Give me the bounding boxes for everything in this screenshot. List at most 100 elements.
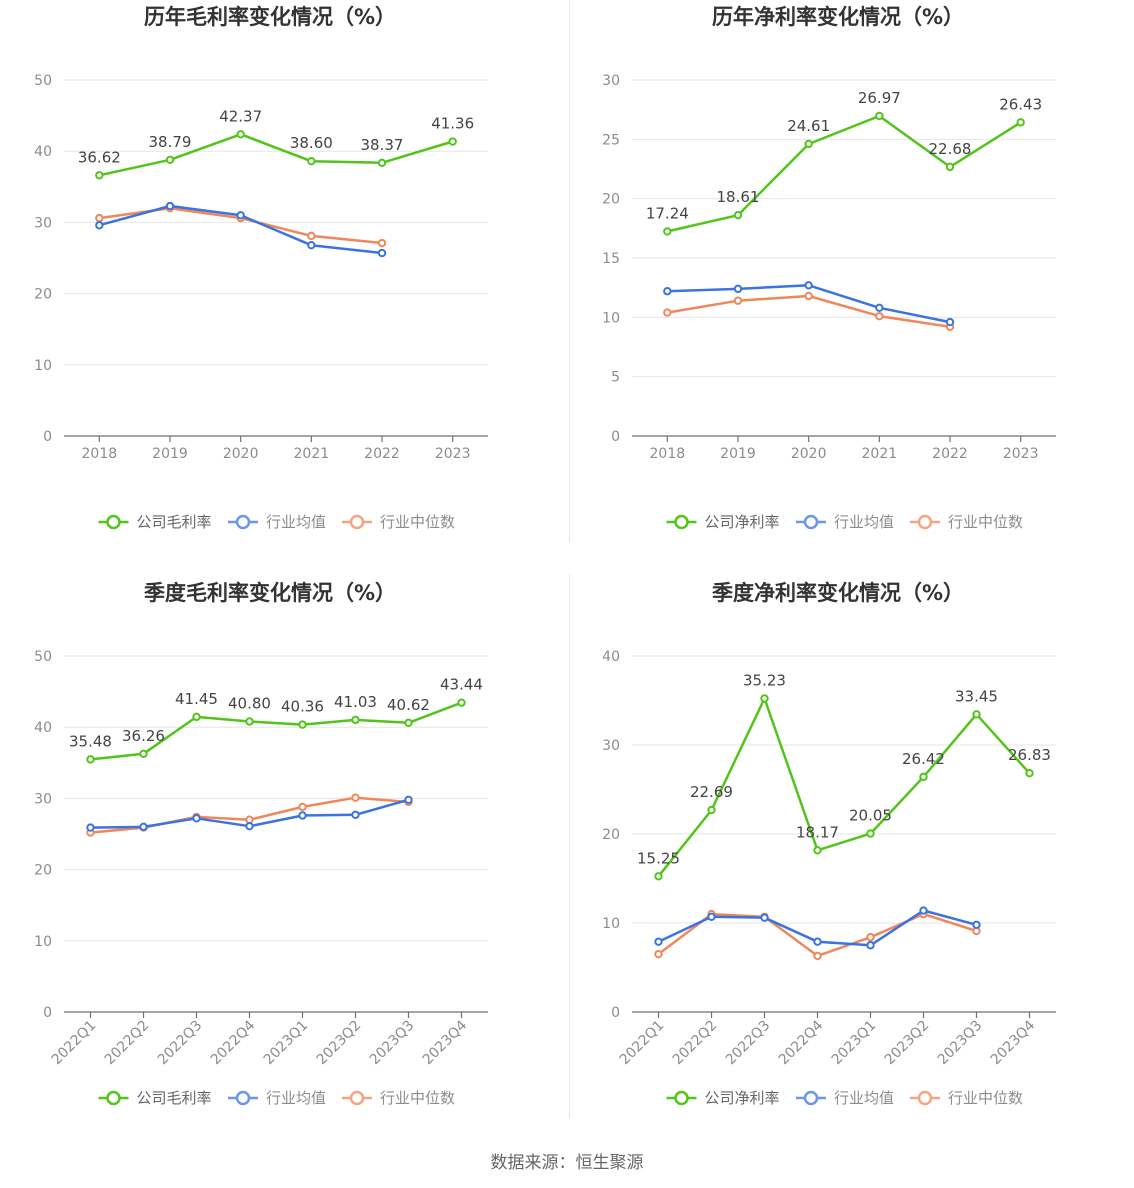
- data-point-industry-avg[interactable]: [663, 287, 672, 296]
- legend-item-industry-avg[interactable]: 行业均值: [228, 1089, 326, 1107]
- data-point-company[interactable]: [804, 139, 813, 149]
- data-point-industry-avg[interactable]: [236, 211, 245, 220]
- data-point-company[interactable]: [139, 749, 148, 759]
- legend-item-company[interactable]: 公司净利率: [666, 513, 780, 531]
- data-point-industry-avg[interactable]: [866, 941, 875, 950]
- data-point-industry-median[interactable]: [307, 231, 316, 241]
- data-point-company[interactable]: [404, 718, 413, 727]
- data-point-company[interactable]: [663, 227, 672, 236]
- data-label: 26.43: [999, 95, 1042, 113]
- data-point-company[interactable]: [866, 829, 875, 838]
- data-point-industry-avg[interactable]: [760, 913, 769, 922]
- data-point-company[interactable]: [919, 772, 928, 782]
- data-point-industry-avg[interactable]: [919, 906, 928, 915]
- data-point-industry-avg[interactable]: [298, 811, 307, 820]
- legend-item-company[interactable]: 公司毛利率: [98, 1089, 212, 1107]
- series-line-industry-median: [667, 294, 951, 329]
- data-point-industry-median[interactable]: [733, 296, 743, 305]
- data-label: 43.44: [440, 676, 483, 694]
- legend-circle-icon: [674, 514, 689, 530]
- data-point-industry-avg[interactable]: [351, 810, 360, 819]
- data-point-industry-avg[interactable]: [404, 795, 413, 805]
- data-point-company[interactable]: [86, 755, 95, 764]
- legend-item-industry-median[interactable]: 行业中位数: [910, 513, 1023, 531]
- data-point-company[interactable]: [733, 210, 743, 220]
- data-point-company[interactable]: [192, 712, 201, 722]
- data-label: 26.83: [1008, 746, 1051, 764]
- data-point-industry-median[interactable]: [813, 951, 822, 961]
- data-point-industry-avg[interactable]: [654, 937, 663, 946]
- data-point-industry-median[interactable]: [95, 213, 104, 223]
- data-point-industry-median[interactable]: [298, 802, 307, 812]
- x-tick-label: 2022Q1: [617, 1018, 668, 1069]
- data-point-company[interactable]: [236, 130, 245, 139]
- data-point-company[interactable]: [1025, 769, 1034, 778]
- data-point-industry-median[interactable]: [351, 793, 360, 802]
- data-point-industry-avg[interactable]: [804, 281, 813, 290]
- x-tick-label: 2023: [1003, 446, 1039, 462]
- data-point-industry-avg[interactable]: [875, 303, 884, 313]
- data-label: 38.60: [290, 134, 333, 152]
- x-tick-label: 2023Q3: [935, 1018, 986, 1069]
- data-point-industry-avg[interactable]: [86, 823, 95, 832]
- data-point-industry-avg[interactable]: [139, 822, 148, 832]
- data-point-industry-avg[interactable]: [733, 284, 743, 294]
- data-point-industry-avg[interactable]: [377, 248, 387, 258]
- legend-item-company[interactable]: 公司毛利率: [98, 513, 212, 531]
- data-point-company[interactable]: [972, 710, 981, 719]
- data-point-industry-avg[interactable]: [945, 317, 955, 327]
- data-point-company[interactable]: [813, 846, 822, 855]
- data-point-industry-avg[interactable]: [972, 920, 981, 929]
- y-tick-label: 20: [34, 287, 52, 303]
- chart-title: 季度净利率变化情况（%）: [712, 581, 964, 605]
- data-point-company[interactable]: [945, 162, 955, 172]
- data-label: 35.48: [69, 732, 112, 750]
- legend-label: 行业中位数: [380, 1089, 455, 1107]
- data-point-industry-avg[interactable]: [192, 814, 201, 823]
- data-point-industry-median[interactable]: [875, 311, 884, 321]
- legend-item-industry-median[interactable]: 行业中位数: [342, 1089, 455, 1107]
- data-point-company[interactable]: [95, 171, 104, 180]
- data-point-company[interactable]: [245, 717, 254, 726]
- legend-label: 行业均值: [266, 513, 326, 531]
- data-point-industry-median[interactable]: [804, 291, 813, 301]
- legend-item-industry-median[interactable]: 行业中位数: [910, 1089, 1023, 1107]
- data-point-industry-avg[interactable]: [95, 221, 104, 230]
- legend-item-industry-avg[interactable]: 行业均值: [796, 513, 894, 531]
- data-point-industry-median[interactable]: [866, 933, 875, 942]
- vertical-divider-bottom: [569, 574, 570, 1118]
- data-point-company[interactable]: [351, 715, 360, 725]
- y-tick-label: 50: [34, 73, 52, 89]
- data-point-industry-median[interactable]: [663, 308, 672, 317]
- data-point-company[interactable]: [875, 111, 884, 121]
- data-point-company[interactable]: [654, 872, 663, 881]
- data-point-company[interactable]: [457, 698, 466, 707]
- data-point-company[interactable]: [448, 137, 457, 146]
- legend-item-company[interactable]: 公司净利率: [666, 1089, 780, 1107]
- legend-item-industry-avg[interactable]: 行业均值: [228, 513, 326, 531]
- x-tick-label: 2023Q3: [367, 1018, 418, 1069]
- y-tick-label: 0: [611, 429, 620, 445]
- data-point-company[interactable]: [707, 805, 716, 815]
- data-point-company[interactable]: [1016, 118, 1025, 127]
- x-tick-label: 2023Q1: [261, 1018, 312, 1069]
- chart-title: 历年毛利率变化情况（%）: [144, 5, 396, 29]
- data-point-industry-avg[interactable]: [813, 937, 822, 946]
- legend-label: 行业中位数: [948, 1089, 1023, 1107]
- legend-item-industry-median[interactable]: 行业中位数: [342, 513, 455, 531]
- data-point-industry-avg[interactable]: [245, 821, 254, 831]
- x-tick-label: 2023Q4: [988, 1017, 1039, 1068]
- data-point-industry-avg[interactable]: [165, 201, 175, 211]
- data-point-company[interactable]: [377, 158, 387, 168]
- data-point-industry-median[interactable]: [654, 949, 663, 959]
- data-point-company[interactable]: [760, 694, 769, 703]
- data-point-industry-median[interactable]: [377, 238, 387, 248]
- data-point-industry-avg[interactable]: [707, 912, 716, 921]
- data-label: 35.23: [743, 671, 786, 689]
- data-point-company[interactable]: [165, 155, 175, 165]
- data-point-company[interactable]: [298, 720, 307, 729]
- legend-item-industry-avg[interactable]: 行业均值: [796, 1089, 894, 1107]
- x-tick-label: 2019: [152, 446, 188, 462]
- data-point-industry-avg[interactable]: [307, 240, 316, 250]
- data-point-company[interactable]: [307, 156, 316, 166]
